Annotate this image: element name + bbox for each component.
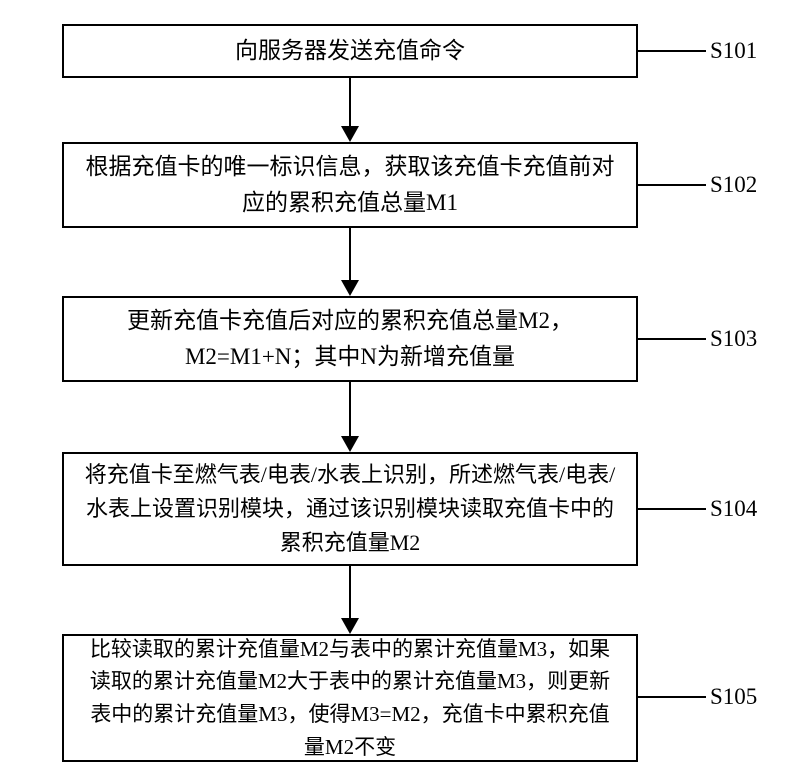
connector-line-s103 <box>638 338 706 340</box>
connector-line-s104 <box>638 508 706 510</box>
step-label-s104: S104 <box>710 496 757 522</box>
step-label-s105: S105 <box>710 684 757 710</box>
arrow-line-1 <box>349 78 351 126</box>
step-text: 向服务器发送充值命令 <box>235 33 465 69</box>
arrow-line-2 <box>349 228 351 280</box>
flowchart-canvas: 向服务器发送充值命令 S101 根据充值卡的唯一标识信息，获取该充值卡充值前对应… <box>0 0 800 772</box>
step-text: 将充值卡至燃气表/电表/水表上识别，所述燃气表/电表/水表上设置识别模块，通过该… <box>80 458 620 560</box>
arrow-head-2 <box>341 280 359 296</box>
arrow-line-3 <box>349 382 351 436</box>
arrow-head-1 <box>341 126 359 142</box>
step-box-s104: 将充值卡至燃气表/电表/水表上识别，所述燃气表/电表/水表上设置识别模块，通过该… <box>62 452 638 566</box>
step-text: 根据充值卡的唯一标识信息，获取该充值卡充值前对应的累积充值总量M1 <box>80 149 620 220</box>
connector-line-s105 <box>638 696 706 698</box>
arrow-head-4 <box>341 618 359 634</box>
connector-line-s102 <box>638 184 706 186</box>
step-label-s101: S101 <box>710 38 757 64</box>
connector-line-s101 <box>638 50 706 52</box>
step-label-s103: S103 <box>710 326 757 352</box>
step-box-s105: 比较读取的累计充值量M2与表中的累计充值量M3，如果读取的累计充值量M2大于表中… <box>62 634 638 762</box>
step-box-s102: 根据充值卡的唯一标识信息，获取该充值卡充值前对应的累积充值总量M1 <box>62 142 638 228</box>
step-text: 更新充值卡充值后对应的累积充值总量M2，M2=M1+N；其中N为新增充值量 <box>80 303 620 374</box>
arrow-head-3 <box>341 436 359 452</box>
step-text: 比较读取的累计充值量M2与表中的累计充值量M3，如果读取的累计充值量M2大于表中… <box>80 633 620 763</box>
arrow-line-4 <box>349 566 351 618</box>
step-box-s103: 更新充值卡充值后对应的累积充值总量M2，M2=M1+N；其中N为新增充值量 <box>62 296 638 382</box>
step-box-s101: 向服务器发送充值命令 <box>62 24 638 78</box>
step-label-s102: S102 <box>710 172 757 198</box>
